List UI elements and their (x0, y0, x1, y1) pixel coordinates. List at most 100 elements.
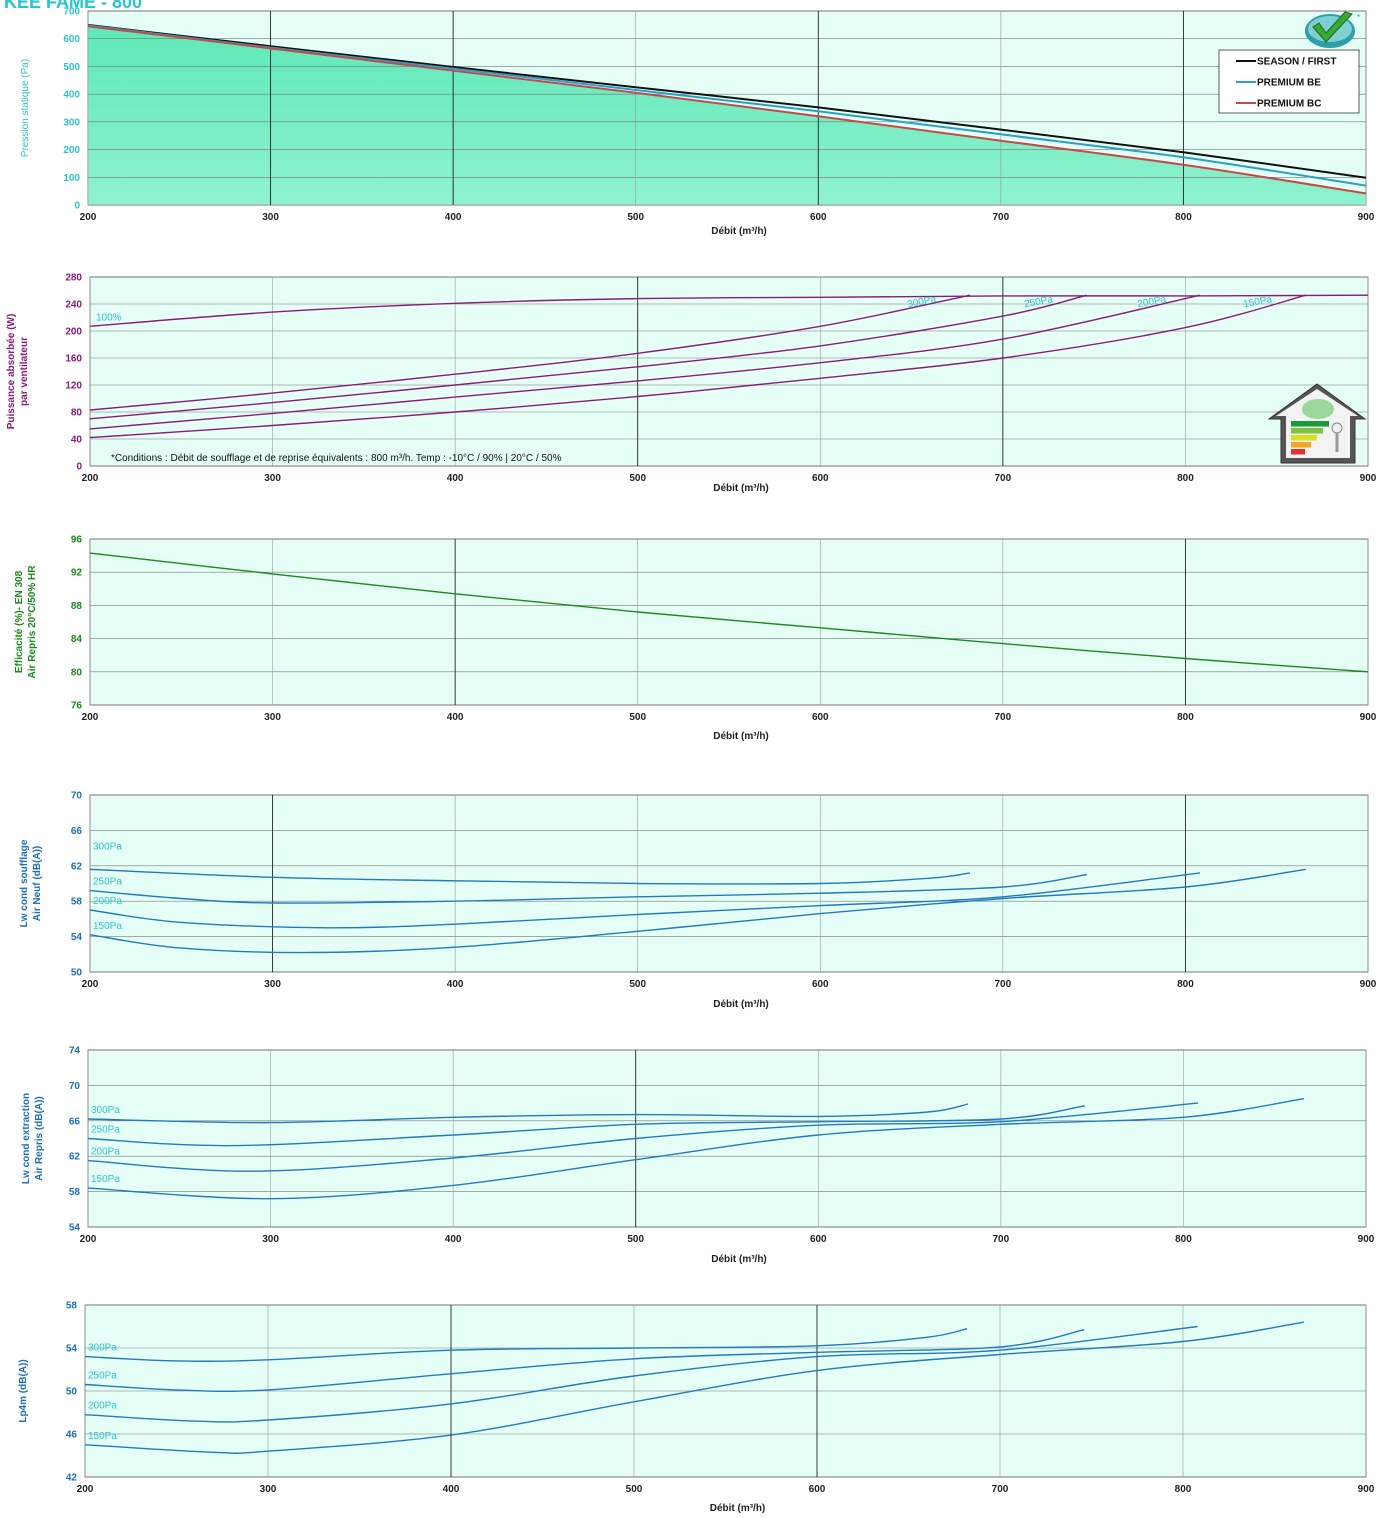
area-fill (88, 26, 1366, 206)
x-tick-label: 700 (992, 1484, 1009, 1495)
check-badge-icon: * (1305, 11, 1360, 48)
x-axis-label: Débit (m³/h) (713, 731, 769, 742)
y-tick-label: 46 (66, 1430, 78, 1441)
x-tick-label: 900 (1358, 1234, 1375, 1245)
curve-label: 200Pa (91, 1147, 120, 1158)
legend-entry: PREMIUM BC (1257, 99, 1321, 110)
y-axis-label: par ventilateur (19, 337, 30, 406)
series-line (89, 294, 1307, 439)
y-tick-label: 40 (71, 435, 83, 446)
y-tick-label: 70 (71, 791, 83, 802)
y-tick-label: 70 (69, 1081, 81, 1092)
x-tick-label: 200 (82, 712, 99, 723)
x-tick-label: 400 (443, 1484, 460, 1495)
y-tick-label: 0 (74, 201, 80, 212)
y-tick-label: 280 (65, 273, 82, 284)
x-tick-label: 600 (810, 1234, 827, 1245)
series-line (89, 294, 1369, 327)
series-line (89, 868, 1307, 954)
plot-area (87, 1049, 1367, 1228)
x-tick-label: 300 (260, 1484, 277, 1495)
chart-2: 0 40 80 120 160 200 240 280 200 300 400 500 600 700 80… (6, 273, 1377, 495)
y-tick-label: 100 (63, 173, 80, 184)
x-tick-label: 900 (1360, 473, 1377, 484)
y-tick-label: 120 (65, 381, 82, 392)
curve-label: 100% (96, 312, 122, 323)
y-tick-label: 92 (71, 568, 83, 579)
legend-entry: PREMIUM BE (1257, 78, 1321, 89)
svg-text:*: * (1357, 13, 1360, 22)
series-line (87, 1102, 1199, 1172)
x-tick-label: 800 (1177, 712, 1194, 723)
x-tick-label: 800 (1175, 212, 1192, 223)
x-tick-label: 200 (82, 979, 99, 990)
x-tick-label: 700 (995, 979, 1012, 990)
series-line (84, 1328, 968, 1362)
y-tick-label: 54 (69, 1223, 81, 1234)
curve-label: 300Pa (88, 1343, 117, 1354)
plot-area (89, 538, 1369, 706)
y-tick-label: 42 (66, 1473, 78, 1484)
x-axis-label: Débit (m³/h) (710, 1503, 766, 1514)
x-axis-label: Débit (m³/h) (711, 1254, 767, 1265)
y-axis-label: Puissance absorbée (W) (6, 314, 17, 430)
y-tick-label: 58 (69, 1187, 81, 1198)
y-tick-label: 62 (69, 1152, 81, 1163)
x-tick-label: 900 (1360, 979, 1377, 990)
x-tick-label: 300 (264, 979, 281, 990)
y-tick-label: 200 (63, 145, 80, 156)
y-tick-label: 54 (66, 1344, 78, 1355)
y-axis-label: Pression statique (Pa) (20, 59, 31, 157)
series-line (89, 294, 1087, 420)
x-tick-label: 600 (812, 979, 829, 990)
y-axis-label: Air Neuf (dB(A)) (32, 846, 43, 922)
x-tick-label: 800 (1175, 1234, 1192, 1245)
x-tick-label: 400 (445, 1234, 462, 1245)
y-tick-label: 0 (76, 462, 82, 473)
y-tick-label: 500 (63, 62, 80, 73)
y-tick-label: 160 (65, 354, 82, 365)
page-title: KEE FAME - 800 (4, 0, 143, 12)
curve-label: 200Pa (93, 896, 122, 907)
x-tick-label: 800 (1175, 1484, 1192, 1495)
legend: SEASON / FIRST PREMIUM BE PREMIUM BC (1218, 49, 1360, 114)
x-tick-label: 300 (262, 212, 279, 223)
curve-label: 300Pa (91, 1105, 120, 1116)
x-tick-label: 500 (629, 979, 646, 990)
x-tick-label: 400 (447, 712, 464, 723)
x-tick-label: 200 (77, 1484, 94, 1495)
series-line (89, 872, 1201, 929)
series-line (87, 23, 1367, 179)
x-axis-label: Débit (m³/h) (713, 483, 769, 494)
y-tick-label: 240 (65, 300, 82, 311)
series-line (84, 1321, 1304, 1454)
series-line (87, 1105, 1085, 1147)
x-tick-label: 200 (82, 473, 99, 484)
series-line (84, 1329, 1085, 1393)
x-tick-label: 500 (629, 712, 646, 723)
x-tick-label: 500 (627, 1234, 644, 1245)
x-tick-label: 900 (1360, 712, 1377, 723)
x-tick-label: 900 (1358, 1484, 1375, 1495)
x-tick-label: 300 (264, 473, 281, 484)
y-tick-label: 66 (69, 1116, 81, 1127)
chart-5: 54 58 62 66 70 74 200 300 400 500 600 700 800 900 Débi… (21, 1046, 1375, 1266)
x-tick-label: 700 (993, 212, 1010, 223)
y-tick-label: 74 (69, 1046, 81, 1057)
legend-entry: SEASON / FIRST (1257, 57, 1336, 68)
series-line (89, 294, 971, 411)
x-tick-label: 200 (80, 1234, 97, 1245)
y-axis-label: Efficacité (%)- EN 308 (14, 570, 25, 673)
x-tick-label: 400 (447, 473, 464, 484)
y-tick-label: 62 (71, 861, 83, 872)
x-axis-label: Débit (m³/h) (713, 999, 769, 1010)
y-tick-label: 400 (63, 90, 80, 101)
y-tick-label: 96 (71, 535, 83, 546)
series-line (89, 552, 1369, 673)
x-tick-label: 800 (1177, 473, 1194, 484)
y-axis-label: Lp4m (dB(A)) (18, 1359, 29, 1422)
curve-label: 150Pa (91, 1174, 120, 1185)
y-tick-label: 88 (71, 601, 83, 612)
y-tick-label: 700 (63, 7, 80, 18)
